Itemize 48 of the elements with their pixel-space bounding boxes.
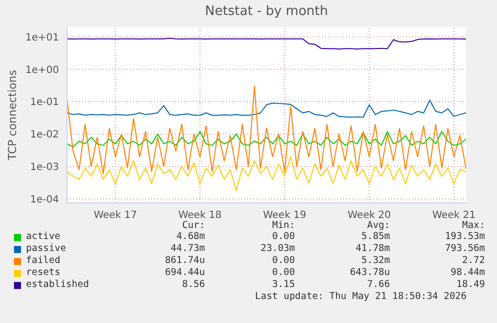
line-series	[66, 100, 466, 118]
x-tick-label: Week 18	[178, 210, 222, 222]
text: 861.74u	[164, 255, 205, 266]
y-axis-title: TCP connections	[6, 70, 19, 162]
text: 2.72	[461, 255, 485, 266]
y-tick-label: 1e+00	[25, 64, 59, 76]
legend-label: resets	[26, 267, 60, 278]
text: 44.73m	[170, 243, 205, 254]
text: 41.78m	[354, 243, 390, 254]
text: Avg:	[366, 220, 390, 231]
text: 98.44m	[450, 267, 485, 278]
y-tick-label: 1e+01	[25, 32, 59, 44]
line-series	[66, 86, 466, 174]
chart-title: Netstat - by month	[204, 4, 329, 19]
text: 4.68m	[175, 231, 205, 242]
text: 8.56	[181, 279, 205, 290]
text: 3.15	[271, 279, 295, 290]
text: 0.00	[271, 231, 295, 242]
text: 0.00	[271, 267, 295, 278]
legend-label: established	[26, 279, 89, 290]
y-tick-label: 1e-01	[30, 97, 59, 108]
text: 5.85m	[360, 231, 390, 242]
y-tick-label: 1e-04	[30, 194, 59, 206]
y-tick-label: 1e-03	[30, 162, 59, 174]
x-tick-label: Week 17	[94, 210, 138, 222]
x-tick-label: Week 21	[432, 210, 476, 222]
text: 18.49	[455, 279, 485, 290]
text: Cur:	[181, 220, 205, 231]
text: 0.00	[271, 255, 295, 266]
x-tick-label: Week 19	[262, 210, 306, 222]
text: 23.03m	[260, 243, 295, 254]
text: Last update: Thu May 21 18:50:34 2026	[255, 291, 467, 302]
line-series	[66, 156, 466, 192]
legend-label: active	[26, 231, 60, 242]
legend-label: passive	[26, 243, 66, 254]
text: Max:	[461, 220, 485, 231]
text: 193.53m	[444, 231, 485, 242]
legend-label: failed	[26, 255, 60, 266]
text: 793.56m	[444, 243, 485, 254]
text: 643.78u	[348, 267, 390, 278]
line-series	[66, 131, 466, 148]
text: 7.66	[366, 279, 390, 290]
text: Min:	[271, 220, 295, 231]
line-series	[66, 38, 466, 50]
text: 694.44u	[164, 267, 205, 278]
y-tick-label: 1e-02	[30, 130, 59, 141]
x-tick-label: Week 20	[348, 210, 391, 222]
text: 5.32m	[360, 255, 390, 266]
